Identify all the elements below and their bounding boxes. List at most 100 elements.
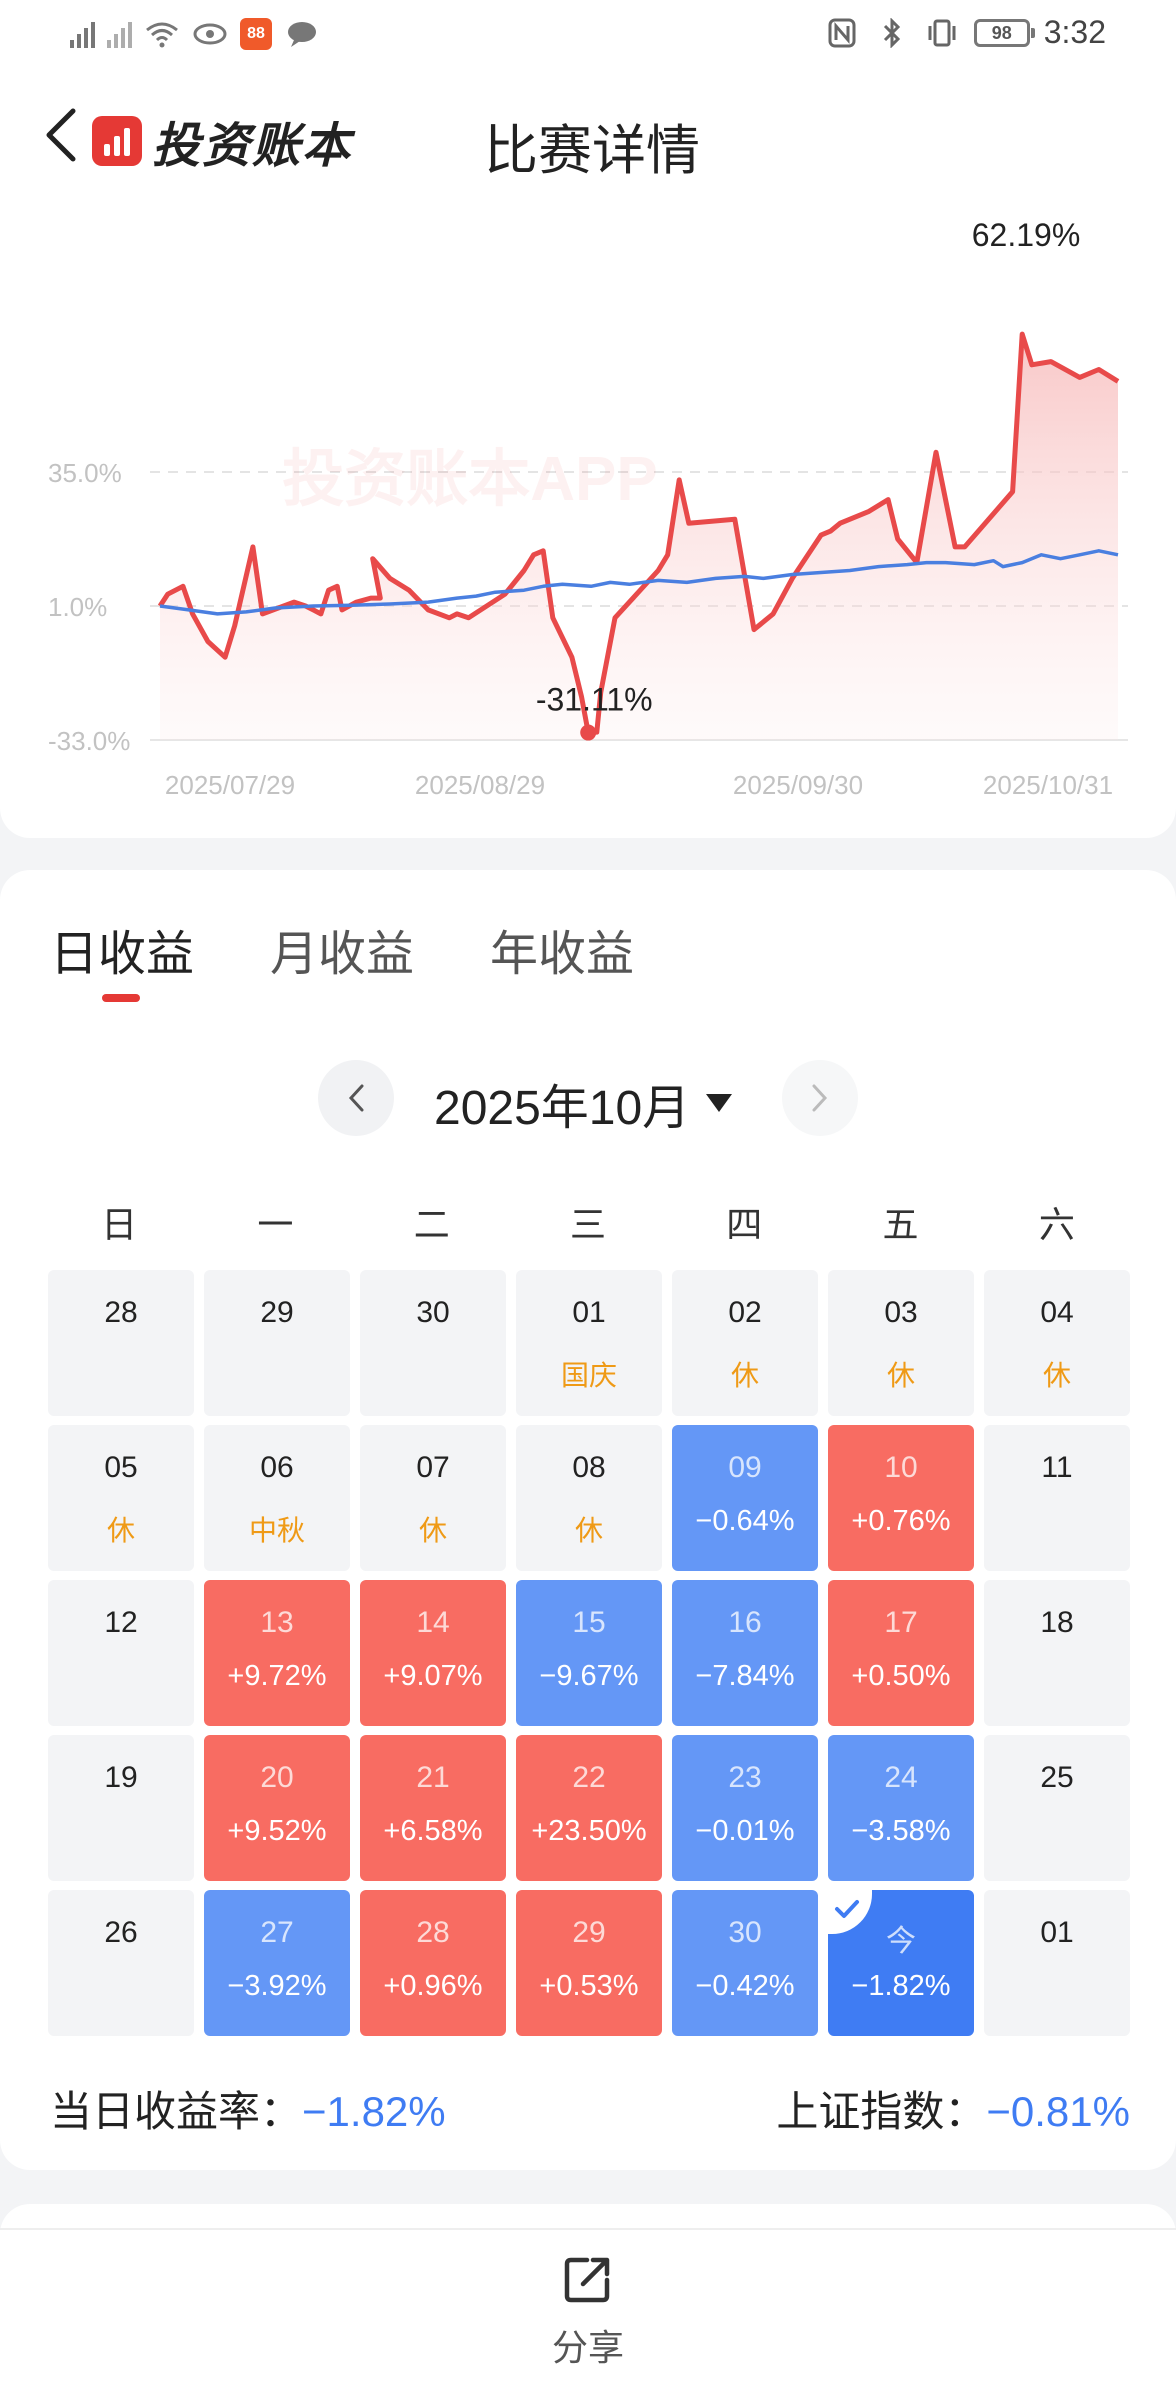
- calendar-day[interactable]: 18: [984, 1580, 1130, 1726]
- calendar-day[interactable]: 07 休: [360, 1425, 506, 1571]
- signal-icon: [70, 20, 95, 48]
- calendar-day[interactable]: 26: [48, 1890, 194, 2036]
- day-return-value: +0.76%: [851, 1505, 951, 1537]
- calendar-day[interactable]: 28: [48, 1270, 194, 1416]
- day-number: 25: [1040, 1761, 1074, 1794]
- status-right: 98 3:32: [824, 14, 1106, 51]
- calendar-day[interactable]: 03 休: [828, 1270, 974, 1416]
- calendar-day[interactable]: 10 +0.76%: [828, 1425, 974, 1571]
- next-month-button[interactable]: [782, 1060, 858, 1136]
- calendar-day[interactable]: 24 −3.58%: [828, 1735, 974, 1881]
- day-number: 06: [260, 1451, 294, 1484]
- calendar-day[interactable]: 27 −3.92%: [204, 1890, 350, 2036]
- calendar-day[interactable]: 17 +0.50%: [828, 1580, 974, 1726]
- day-number: 26: [104, 1916, 138, 1949]
- holiday-label: 休: [418, 1515, 447, 1546]
- calendar-day[interactable]: 02 休: [672, 1270, 818, 1416]
- share-button[interactable]: 分享: [538, 2252, 638, 2382]
- calendar-day[interactable]: 21 +6.58%: [360, 1735, 506, 1881]
- day-number: 09: [728, 1451, 762, 1484]
- weekday-label: 六: [1038, 1204, 1075, 1245]
- back-button[interactable]: [36, 100, 84, 170]
- daily-summary: 当日收益率：−1.82% 上证指数：−0.81%: [50, 2078, 1130, 2138]
- vibrate-icon: [924, 15, 960, 51]
- calendar-day[interactable]: 30 −0.42%: [672, 1890, 818, 2036]
- share-label: 分享: [551, 2327, 624, 2368]
- calendar-day[interactable]: 09 −0.64%: [672, 1425, 818, 1571]
- calendar-day[interactable]: 29: [204, 1270, 350, 1416]
- month-selector[interactable]: 2025年10月: [434, 1068, 733, 1138]
- tab-monthly-returns[interactable]: 月收益: [270, 928, 415, 981]
- daily-return-summary: 当日收益率：−1.82%: [50, 2078, 446, 2139]
- app-notification-icon: 88: [240, 18, 272, 50]
- tab-yearly-returns[interactable]: 年收益: [490, 928, 635, 981]
- calendar-day[interactable]: 11: [984, 1425, 1130, 1571]
- day-number: 02: [728, 1296, 762, 1329]
- day-number: 01: [572, 1296, 606, 1329]
- day-return-value: +0.53%: [539, 1970, 639, 2002]
- index-summary: 上证指数：−0.81%: [776, 2078, 1130, 2139]
- calendar-day[interactable]: 06 中秋: [204, 1425, 350, 1571]
- day-number: 03: [884, 1296, 918, 1329]
- calendar-day[interactable]: 28 +0.96%: [360, 1890, 506, 2036]
- series-line-index: [159, 549, 1119, 616]
- calendar-day[interactable]: 25: [984, 1735, 1130, 1881]
- index-label: 上证指数：: [776, 2088, 987, 2135]
- day-return-value: −3.58%: [851, 1815, 951, 1847]
- x-tick-label: 2025/10/31: [983, 770, 1113, 800]
- day-number: 05: [104, 1451, 138, 1484]
- day-number: 今: [886, 1925, 916, 1958]
- index-value: −0.81%: [986, 2088, 1130, 2135]
- day-number: 16: [728, 1606, 762, 1639]
- chevron-left-icon: [348, 1084, 364, 1112]
- calendar-day[interactable]: 08 休: [516, 1425, 662, 1571]
- day-return-value: +6.58%: [383, 1815, 483, 1847]
- calendar-day[interactable]: 05 休: [48, 1425, 194, 1571]
- tab-daily-returns[interactable]: 日收益: [50, 914, 194, 1002]
- share-icon: [564, 2257, 610, 2303]
- calendar-day[interactable]: 01 国庆: [516, 1270, 662, 1416]
- signal-secondary-icon: [107, 20, 132, 48]
- day-number: 17: [884, 1606, 918, 1639]
- calendar-day[interactable]: 01: [984, 1890, 1130, 2036]
- brand-name: 投资账本: [152, 120, 353, 173]
- day-return-value: +23.50%: [531, 1815, 647, 1847]
- day-return-value: −0.01%: [695, 1815, 795, 1847]
- day-return-value: −0.42%: [695, 1970, 795, 2002]
- day-number: 15: [572, 1606, 606, 1639]
- chevron-left-icon: [46, 108, 76, 162]
- weekday-header: 日一二三四五六: [46, 1196, 1130, 1248]
- weekday-label: 四: [726, 1204, 763, 1245]
- day-number: 12: [104, 1606, 138, 1639]
- calendar-grid: 28 29 30 01 国庆 02 休 03 休 04 休 05 休 06 中秋 07 休 08 休 09 −0.64%…: [48, 1270, 1130, 2036]
- calendar-day-today[interactable]: 今 −1.82%: [822, 1884, 974, 2036]
- calendar-day[interactable]: 14 +9.07%: [360, 1580, 506, 1726]
- day-number: 11: [1041, 1451, 1073, 1484]
- calendar-day[interactable]: 16 −7.84%: [672, 1580, 818, 1726]
- day-return-value: +9.07%: [383, 1660, 483, 1692]
- day-number: 08: [572, 1451, 606, 1484]
- calendar-day[interactable]: 29 +0.53%: [516, 1890, 662, 2036]
- calendar-day[interactable]: 30: [360, 1270, 506, 1416]
- daily-return-value: −1.82%: [302, 2088, 446, 2135]
- calendar-day[interactable]: 23 −0.01%: [672, 1735, 818, 1881]
- battery-icon: 98: [973, 18, 1035, 47]
- calendar-day[interactable]: 15 −9.67%: [516, 1580, 662, 1726]
- calendar-day[interactable]: 20 +9.52%: [204, 1735, 350, 1881]
- x-tick-label: 2025/09/30: [733, 770, 863, 800]
- calendar-day[interactable]: 12: [48, 1580, 194, 1726]
- weekday-label: 一: [257, 1204, 294, 1245]
- message-icon: [284, 16, 320, 52]
- brand-logo-icon: [92, 116, 142, 166]
- wifi-icon: [144, 16, 180, 52]
- calendar-day[interactable]: 19: [48, 1735, 194, 1881]
- eye-icon: [192, 16, 228, 52]
- chart-watermark: 投资账本APP: [282, 445, 657, 514]
- calendar-day[interactable]: 04 休: [984, 1270, 1130, 1416]
- day-return-value: −0.64%: [695, 1505, 795, 1537]
- calendar-day[interactable]: 22 +23.50%: [516, 1735, 662, 1881]
- calendar-day[interactable]: 13 +9.72%: [204, 1580, 350, 1726]
- day-return-value: −3.92%: [227, 1970, 327, 2002]
- day-number: 24: [884, 1761, 918, 1794]
- prev-month-button[interactable]: [318, 1060, 394, 1136]
